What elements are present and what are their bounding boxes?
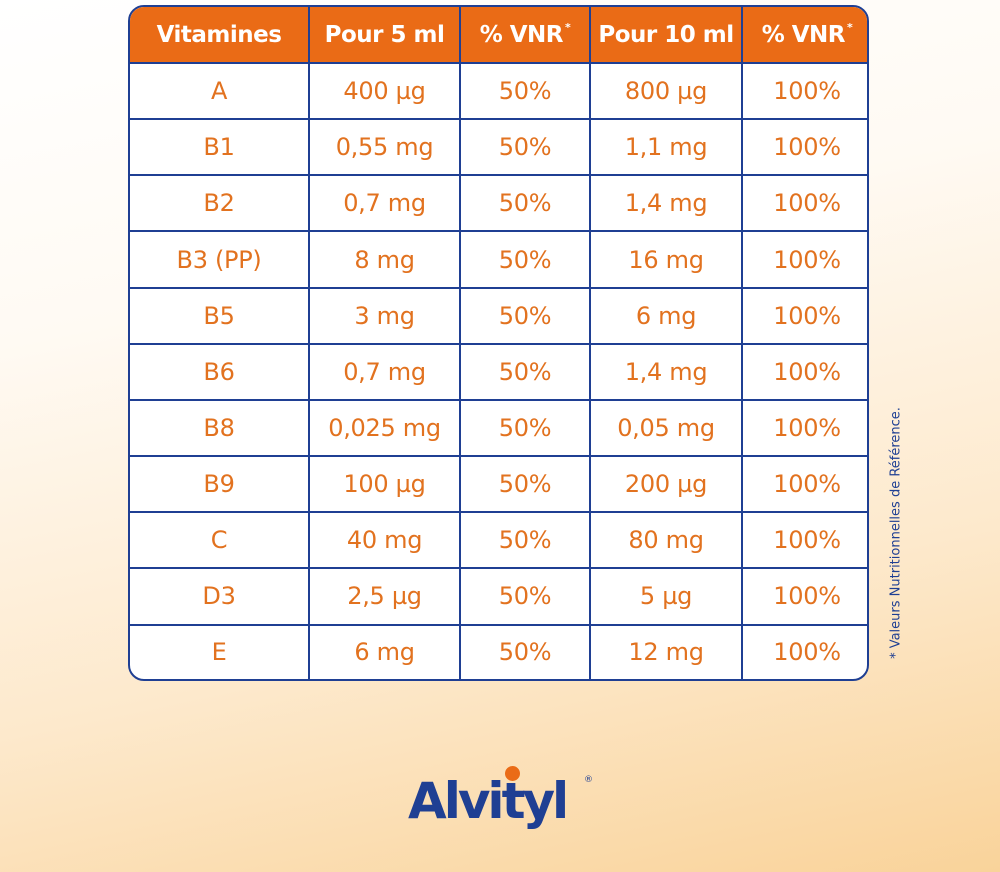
table-cell: 0,05 mg bbox=[589, 398, 742, 457]
table-cell: 100% bbox=[741, 455, 867, 513]
column-header-label: Vitamines bbox=[156, 21, 282, 48]
table-cell: 1,4 mg bbox=[589, 342, 742, 400]
table-cell: 2,5 µg bbox=[308, 567, 460, 625]
column-header-label: % VNR bbox=[761, 22, 846, 48]
table-cell: 100% bbox=[741, 230, 867, 288]
table-cell: 100% bbox=[741, 567, 867, 625]
table-cell: 40 mg bbox=[308, 511, 460, 569]
table-cell: 400 µg bbox=[308, 63, 460, 120]
table-cell: 3 mg bbox=[308, 286, 460, 344]
table-cell: 100% bbox=[741, 398, 867, 457]
table-cell: 100 µg bbox=[308, 455, 460, 513]
brand-logo: Alvityl ® bbox=[408, 766, 598, 836]
column-header: Pour 10 ml bbox=[589, 7, 742, 64]
registered-mark: ® bbox=[584, 775, 593, 785]
table-cell: 50% bbox=[459, 342, 590, 400]
table-cell: 100% bbox=[741, 118, 867, 176]
table-cell: D3 bbox=[130, 567, 309, 625]
logo-wordmark: Alvityl bbox=[408, 772, 569, 830]
table-cell: 50% bbox=[459, 118, 590, 176]
table-cell: 1,1 mg bbox=[589, 118, 742, 176]
table-body: A 400 µg 50% 800 µg 100% B1 0,55 mg 50% 1,1 mg 10… bbox=[130, 63, 867, 679]
column-header: % VNR * bbox=[741, 7, 867, 64]
table-cell: B1 bbox=[130, 118, 309, 176]
table-row: A 400 µg 50% 800 µg 100% bbox=[130, 63, 867, 120]
vitamin-table-container: Vitamines Pour 5 ml% VNR * Pour 10 ml% VNR *… bbox=[128, 5, 869, 681]
table-cell: 100% bbox=[741, 623, 867, 679]
table-row: B2 0,7 mg 50% 1,4 mg 100% bbox=[130, 174, 867, 232]
column-header-label: Pour 5 ml bbox=[324, 21, 445, 48]
table-cell: E bbox=[130, 623, 309, 679]
table-cell: 100% bbox=[741, 63, 867, 120]
table-cell: C bbox=[130, 511, 309, 569]
table-cell: 200 µg bbox=[589, 455, 742, 513]
table-cell: A bbox=[210, 77, 228, 106]
column-header: Vitamines bbox=[130, 7, 309, 64]
footnote-marker: * bbox=[847, 21, 853, 34]
table-row: B1 0,55 mg 50% 1,1 mg 100% bbox=[130, 118, 867, 176]
table-cell: B3 (PP) bbox=[130, 230, 309, 288]
logo-dot-icon bbox=[505, 766, 520, 781]
table-cell: 50% bbox=[459, 398, 590, 457]
table-cell: 0,7 mg bbox=[308, 342, 460, 400]
table-cell: 80 mg bbox=[589, 511, 742, 569]
table-cell: 1,4 mg bbox=[589, 174, 742, 232]
table-cell: B5 bbox=[130, 286, 309, 344]
table-cell: B8 bbox=[130, 398, 309, 457]
table-cell: 8 mg bbox=[308, 230, 460, 288]
table-cell: 6 mg bbox=[308, 623, 460, 679]
table-cell: 100% bbox=[741, 511, 867, 569]
table-cell: 5 µg bbox=[589, 567, 742, 625]
table-cell: 0,7 mg bbox=[308, 174, 460, 232]
table-cell: 50% bbox=[459, 567, 590, 625]
table-cell: 0,025 mg bbox=[308, 398, 460, 457]
column-header: Pour 5 ml bbox=[308, 7, 460, 64]
table-row: C 40 mg 50% 80 mg 100% bbox=[130, 511, 867, 569]
table-cell: 800 µg bbox=[589, 63, 742, 120]
table-row: B6 0,7 mg 50% 1,4 mg 100% bbox=[130, 342, 867, 400]
table-cell: 50% bbox=[459, 63, 590, 120]
vitamin-table: Vitamines Pour 5 ml% VNR * Pour 10 ml% VNR *… bbox=[130, 7, 867, 679]
table-cell: 12 mg bbox=[589, 623, 742, 679]
column-header-label: % VNR bbox=[479, 22, 564, 48]
table-row: B8 0,025 mg 50% 0,05 mg 100% bbox=[130, 398, 867, 457]
table-row: D3 2,5 µg 50% 5 µg 100% bbox=[130, 567, 867, 625]
table-cell: 100% bbox=[741, 342, 867, 400]
table-cell: B9 bbox=[130, 455, 309, 513]
table-cell: 50% bbox=[459, 174, 590, 232]
column-header-label: Pour 10 ml bbox=[598, 21, 734, 48]
table-cell: B2 bbox=[130, 174, 309, 232]
table-row: B5 3 mg 50% 6 mg 100% bbox=[130, 286, 867, 344]
table-cell: 100% bbox=[741, 286, 867, 344]
table-cell: 50% bbox=[459, 511, 590, 569]
table-cell: 100% bbox=[741, 174, 867, 232]
footnote-marker: * bbox=[565, 21, 571, 34]
table-cell: 50% bbox=[459, 230, 590, 288]
table-row: B3 (PP) 8 mg 50% 16 mg 100% bbox=[130, 230, 867, 288]
table-cell: 0,55 mg bbox=[308, 118, 460, 176]
table-row: B9 100 µg 50% 200 µg 100% bbox=[130, 455, 867, 513]
table-cell: B6 bbox=[130, 342, 309, 400]
table-cell: 50% bbox=[459, 455, 590, 513]
table-header-row: Vitamines Pour 5 ml% VNR * Pour 10 ml% VNR * bbox=[130, 7, 867, 64]
table-cell: 50% bbox=[459, 286, 590, 344]
table-cell: 50% bbox=[459, 623, 590, 679]
column-header: % VNR * bbox=[459, 7, 590, 64]
table-cell: 16 mg bbox=[589, 230, 742, 288]
footnote-text: * Valeurs Nutritionnelles de Référence. bbox=[888, 407, 904, 659]
table-cell: 6 mg bbox=[589, 286, 742, 344]
